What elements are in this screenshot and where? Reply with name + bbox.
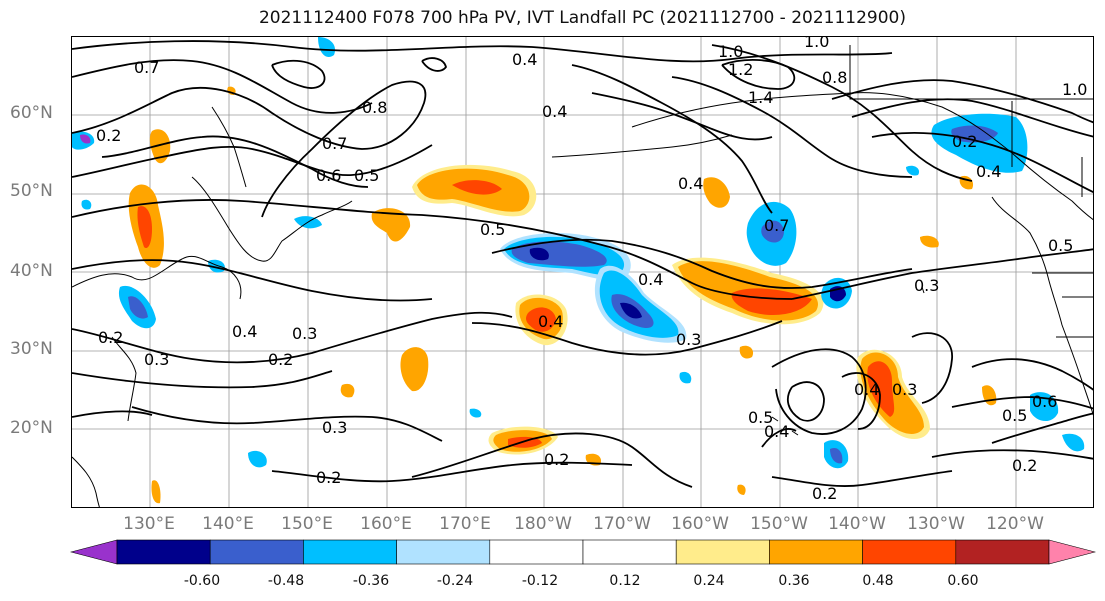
lon-label-130w: 130°W [907,514,965,534]
colorbar-cell [582,539,677,565]
figure-title: 2021112400 F078 700 hPa PV, IVT Landfall… [258,8,906,28]
contour-label: 0.8 [822,68,847,87]
lat-label-30n: 30°N [10,339,53,359]
contour-label: 0.3 [676,330,701,349]
colorbar-tick: 0.24 [693,573,725,589]
contour-label: 0.7 [322,134,347,153]
contour-label: 0.2 [98,328,123,347]
colorbar-extend-min [69,539,118,565]
lat-label-50n: 50°N [10,181,53,201]
lon-label-170w: 170°W [593,514,651,534]
contour-label: 0.2 [544,450,569,469]
lon-label-140e: 140°E [202,514,254,534]
contour-label: 0.3 [144,350,169,369]
colorbar-tick: 0.48 [862,573,894,589]
contour-label: 0.4 [638,270,663,289]
contour-label: 0.2 [316,468,341,487]
pv-ivt-map: 0.4 1.0 1.0 1.2 1.4 0.8 0.4 0.6 0.5 0.7 … [72,37,1093,507]
colorbar-cell [396,539,491,565]
lon-label-170e: 170°E [439,514,491,534]
contour-label: 0.4 [764,422,789,441]
contour-label: 0.4 [976,162,1001,181]
lat-label-20n: 20°N [10,418,53,438]
contour-label: 0.4 [542,102,567,121]
lon-label-140w: 140°W [828,514,886,534]
colorbar-cell [489,539,584,565]
colorbar-cell [769,539,863,565]
contour-label: 0.2 [268,350,293,369]
contour-label: 1.2 [728,60,753,79]
colorbar [69,539,1097,569]
contour-label: 1.0 [1062,80,1087,99]
contour-label: 1.0 [718,42,743,61]
contour-label: 0.8 [362,98,387,117]
colorbar-tick: -0.48 [267,573,305,589]
colorbar-extend-max [1048,539,1097,565]
contour-label: 0.2 [812,484,837,503]
pv-contours [72,40,1093,488]
lon-label-160e: 160°E [360,514,412,534]
colorbar-cell [116,539,211,565]
contour-label: 1.4 [748,88,773,107]
lat-label-60n: 60°N [10,103,53,123]
contour-label: 0.4 [854,380,879,399]
contour-label: 0.7 [764,216,789,235]
map-panel: 0.4 1.0 1.0 1.2 1.4 0.8 0.4 0.6 0.5 0.7 … [71,36,1094,508]
contour-label: 0.5 [480,220,505,239]
lon-label-120w: 120°W [986,514,1044,534]
contour-label: 0.6 [316,166,341,185]
colorbar-cell [862,539,957,565]
colorbar-tick: 0.12 [609,573,641,589]
positive-anomaly-shading [128,86,997,504]
colorbar-tick: -0.12 [521,573,559,589]
contour-label: 0.4 [538,312,563,331]
contour-label: 0.3 [914,276,939,295]
colorbar-tick: 0.36 [778,573,810,589]
colorbar-svg [69,539,1097,565]
graticule [72,37,1093,507]
contour-label: 0.2 [1012,456,1037,475]
contour-label: 0.7 [134,58,159,77]
contour-label: 0.2 [952,132,977,151]
colorbar-tick: -0.36 [352,573,390,589]
contour-label: 0.5 [748,408,773,427]
contour-label: 0.5 [354,166,379,185]
lat-label-40n: 40°N [10,261,53,281]
contour-label: 0.6 [1032,392,1057,411]
lon-label-180w: 180°W [514,514,572,534]
contour-label: 0.4 [678,174,703,193]
colorbar-cell [209,539,304,565]
contour-label: 0.3 [322,418,347,437]
contour-label: 0.3 [892,380,917,399]
colorbar-tick: 0.60 [947,573,979,589]
colorbar-tick: -0.60 [183,573,221,589]
colorbar-cell [955,539,1050,565]
colorbar-cell [303,539,397,565]
contour-label: 0.4 [512,50,537,69]
lon-label-160w: 160°W [671,514,729,534]
lon-label-150w: 150°W [750,514,808,534]
colorbar-cell [675,539,770,565]
lon-label-150e: 150°E [281,514,333,534]
coastlines [72,45,1093,507]
lon-label-130e: 130°E [123,514,175,534]
colorbar-tick: -0.24 [436,573,474,589]
contour-label: 1.0 [804,37,829,51]
contour-label: 0.5 [1048,236,1073,255]
contour-label: 0.5 [1002,406,1027,425]
contour-label: 0.4 [232,322,257,341]
contour-label: 0.2 [96,126,121,145]
contour-label: 0.3 [292,324,317,343]
negative-anomaly-shading [72,37,1085,469]
